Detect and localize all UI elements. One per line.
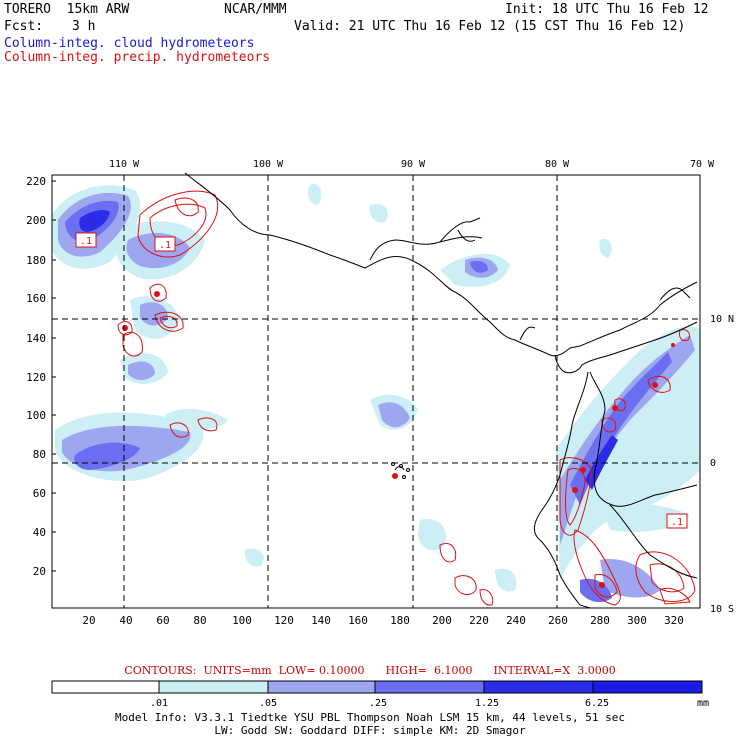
y-tick: 160 xyxy=(26,292,46,305)
colorbar-swatch xyxy=(158,680,269,694)
cloud-shading xyxy=(52,184,700,603)
model-name: TORERO 15km ARW xyxy=(4,2,130,17)
lon-label: 100 W xyxy=(253,159,284,170)
colorbar-swatch xyxy=(267,680,376,694)
x-tick: 240 xyxy=(506,614,526,627)
colorbar-swatch xyxy=(592,680,703,694)
y-tick: 200 xyxy=(26,214,46,227)
x-tick: 320 xyxy=(664,614,684,627)
forecast-hour: 3 h xyxy=(72,19,96,34)
y-tick: 40 xyxy=(33,526,46,539)
x-tick: 100 xyxy=(232,614,252,627)
contour-label: .1 xyxy=(671,517,683,528)
x-tick: 220 xyxy=(469,614,489,627)
coastlines xyxy=(184,172,698,609)
lon-label: 90 W xyxy=(401,159,426,170)
colorbar-unit: mm xyxy=(697,698,709,709)
colorbar-label: 6.25 xyxy=(585,698,609,709)
init-time: Init: 18 UTC Thu 16 Feb 12 xyxy=(505,2,709,17)
precip-contours xyxy=(117,190,696,606)
colorbar-label: .05 xyxy=(259,698,277,709)
colorbar-swatch xyxy=(374,680,485,694)
colorbar-label: .01 xyxy=(150,698,168,709)
x-tick: 280 xyxy=(590,614,610,627)
lat-label: 10 S xyxy=(710,604,734,615)
x-tick: 200 xyxy=(432,614,452,627)
y-tick: 80 xyxy=(33,448,46,461)
y-tick: 180 xyxy=(26,254,46,267)
x-tick: 260 xyxy=(548,614,568,627)
y-tick: 60 xyxy=(33,487,46,500)
x-tick: 40 xyxy=(119,614,132,627)
colorbar-label: 1.25 xyxy=(475,698,499,709)
grid-lines xyxy=(52,175,700,608)
organization: NCAR/MMM xyxy=(224,2,287,17)
lon-label: 110 W xyxy=(109,159,140,170)
x-tick: 60 xyxy=(156,614,169,627)
x-axis-ticks: 20 40 60 80 100 120 140 160 180 200 220 … xyxy=(82,614,684,627)
x-tick: 120 xyxy=(274,614,294,627)
x-tick: 140 xyxy=(311,614,331,627)
x-tick: 180 xyxy=(390,614,410,627)
contour-label: .1 xyxy=(159,240,171,251)
x-tick: 20 xyxy=(82,614,95,627)
lat-label: 0 xyxy=(710,458,716,469)
lon-label: 70 W xyxy=(690,159,715,170)
valid-time: Valid: 21 UTC Thu 16 Feb 12 (15 CST Thu … xyxy=(294,19,686,34)
y-tick: 100 xyxy=(26,409,46,422)
model-info-line2: LW: Godd SW: Goddard DIFF: simple KM: 2D… xyxy=(214,724,526,737)
colorbar-label: .25 xyxy=(369,698,387,709)
y-tick: 20 xyxy=(33,565,46,578)
contour-label-boxes: .1 .1 .1 xyxy=(75,232,688,529)
x-tick: 160 xyxy=(348,614,368,627)
x-tick: 80 xyxy=(193,614,206,627)
lat-label: 10 N xyxy=(710,314,734,325)
field-precip-title: Column-integ. precip. hydrometeors xyxy=(4,50,271,65)
y-tick: 140 xyxy=(26,332,46,345)
plot-area: .1 .1 .1 xyxy=(51,172,701,609)
contour-info: CONTOURS: UNITS=mm LOW= 0.10000 HIGH= 6.… xyxy=(124,664,616,677)
y-tick: 220 xyxy=(26,175,46,188)
lon-label: 80 W xyxy=(545,159,570,170)
forecast-label: Fcst: xyxy=(4,19,44,34)
contour-label: .1 xyxy=(80,236,92,247)
plot-border xyxy=(51,174,701,609)
colorbar-swatch xyxy=(51,680,160,694)
x-tick: 300 xyxy=(627,614,647,627)
field-cloud-title: Column-integ. cloud hydrometeors xyxy=(4,36,255,51)
y-axis-ticks: 220 200 180 160 140 120 100 80 60 40 20 xyxy=(26,175,46,578)
colorbar-swatch xyxy=(483,680,594,694)
colorbar: .01 .05 .25 1.25 6.25 mm xyxy=(51,680,709,709)
model-info-line1: Model Info: V3.3.1 Tiedtke YSU PBL Thomp… xyxy=(115,711,625,724)
y-tick: 120 xyxy=(26,371,46,384)
